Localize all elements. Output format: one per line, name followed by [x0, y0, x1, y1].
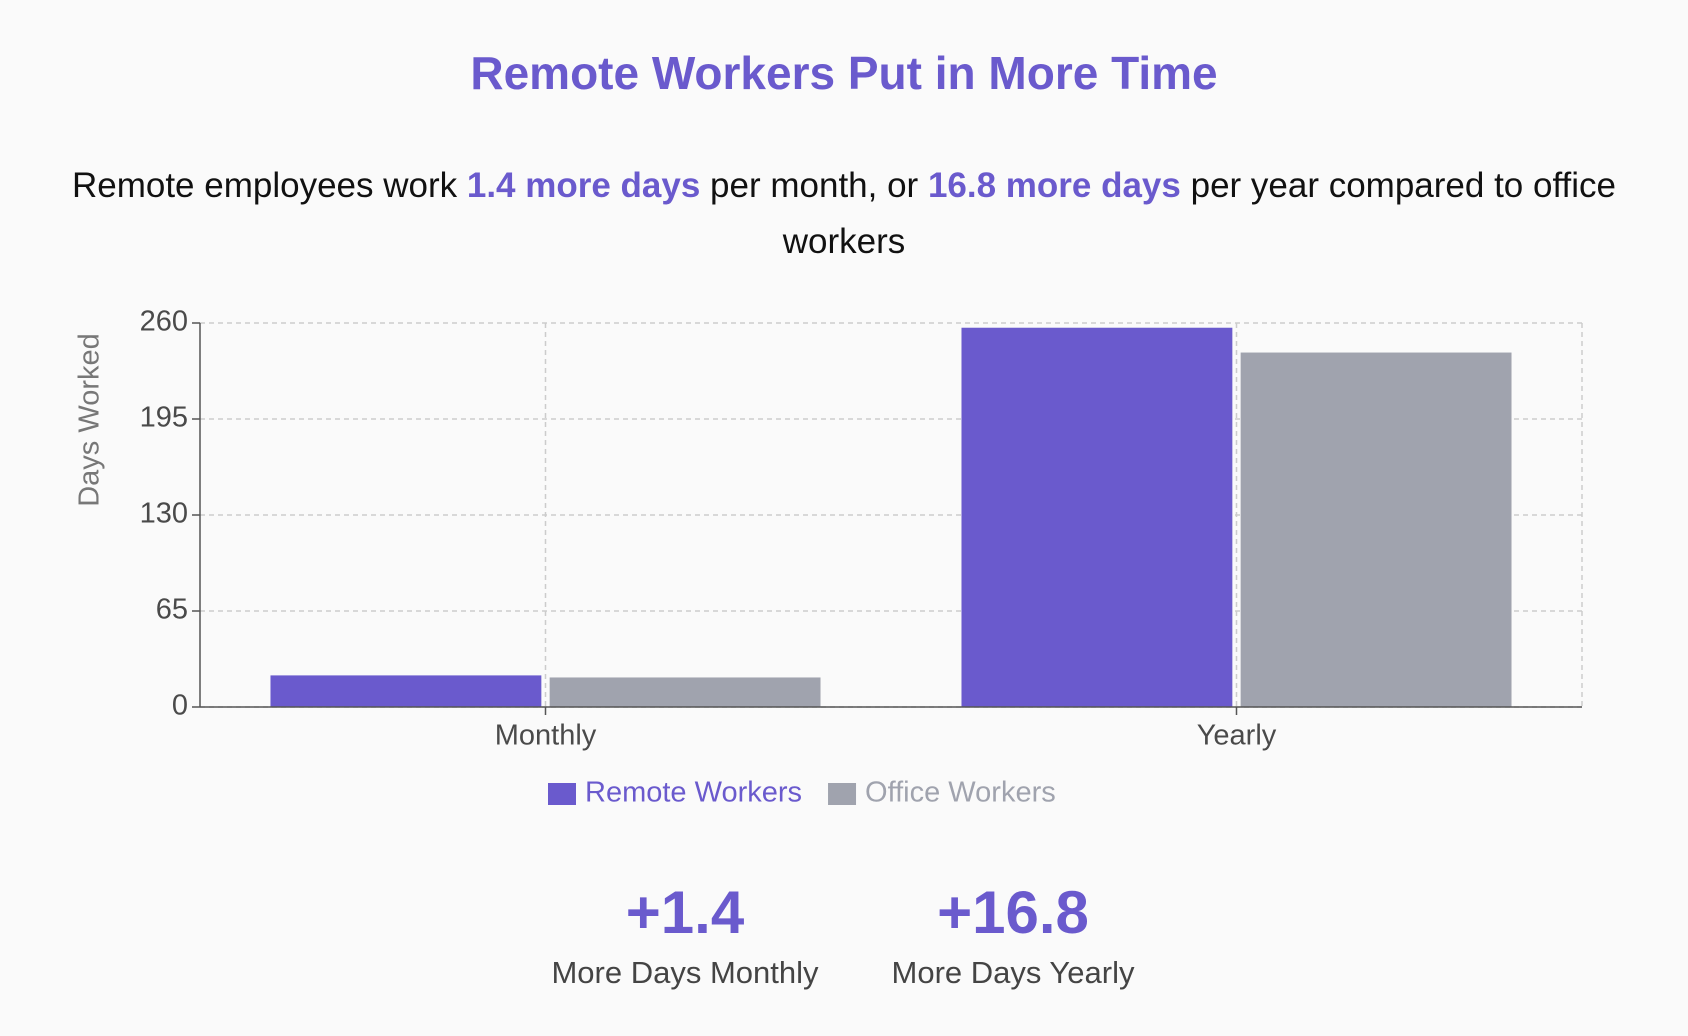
subtitle-text: Remote employees work: [71, 166, 467, 205]
y-tick-label: 195: [140, 402, 188, 434]
y-axis-label: Days Worked: [74, 333, 106, 507]
chart: 0 65 130 195 260 Monthly Yearly Days Worked Remo…: [74, 306, 1583, 809]
legend-swatch: [828, 783, 857, 805]
bar: [270, 675, 542, 707]
x-tick-label: Monthly: [495, 720, 597, 752]
subtitle-text: per month, or: [700, 166, 928, 205]
stat-label: More Days Monthly: [551, 955, 819, 990]
stat: +1.4 More Days Monthly: [505, 878, 865, 991]
subtitle: Remote employees work 1.4 more days per …: [30, 158, 1658, 270]
legend-swatch: [548, 783, 576, 805]
y-tick-label: 260: [140, 306, 188, 338]
bar: [549, 677, 821, 707]
chart-title: Remote Workers Put in More Time: [470, 47, 1218, 99]
y-tick-label: 65: [156, 594, 188, 626]
legend-label: Remote Workers: [585, 777, 802, 809]
y-tick-label: 130: [140, 498, 188, 530]
y-tick-label: 0: [172, 690, 188, 722]
subtitle-highlight: 1.4 more days: [466, 166, 701, 205]
bar: [961, 327, 1233, 707]
stat-value: +1.4: [625, 879, 745, 946]
subtitle-text: per year compared to office workers: [782, 166, 1617, 261]
stat-value: +16.8: [937, 879, 1089, 946]
stat: +16.8 More Days Yearly: [833, 878, 1193, 991]
subtitle-highlight: 16.8 more days: [927, 166, 1181, 205]
x-tick-label: Yearly: [1197, 720, 1277, 752]
stat-label: More Days Yearly: [891, 955, 1135, 990]
bar: [1240, 352, 1512, 707]
legend-label: Office Workers: [865, 777, 1056, 809]
